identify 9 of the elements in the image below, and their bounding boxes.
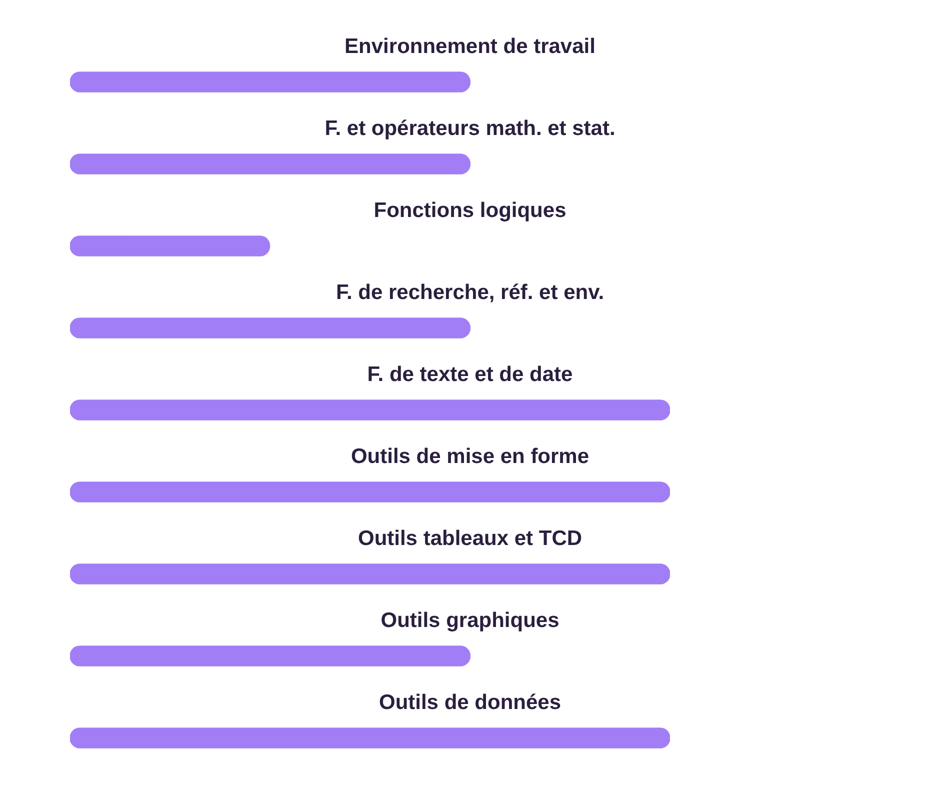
y-tick-label: F. et opérateurs math. et stat. <box>324 116 616 140</box>
y-tick-label: Fonctions logiques <box>374 198 566 222</box>
y-tick-label: Environnement de travail <box>344 34 596 58</box>
y-tick-label: F. de texte et de date <box>367 362 573 386</box>
y-tick-label: Outils tableaux et TCD <box>358 526 582 550</box>
y-tick-label: Outils de mise en forme <box>350 444 590 468</box>
y-tick-label: Outils de données <box>378 690 562 714</box>
y-tick-label: F. de recherche, réf. et env. <box>336 280 604 304</box>
y-tick-label: Outils graphiques <box>380 608 560 632</box>
